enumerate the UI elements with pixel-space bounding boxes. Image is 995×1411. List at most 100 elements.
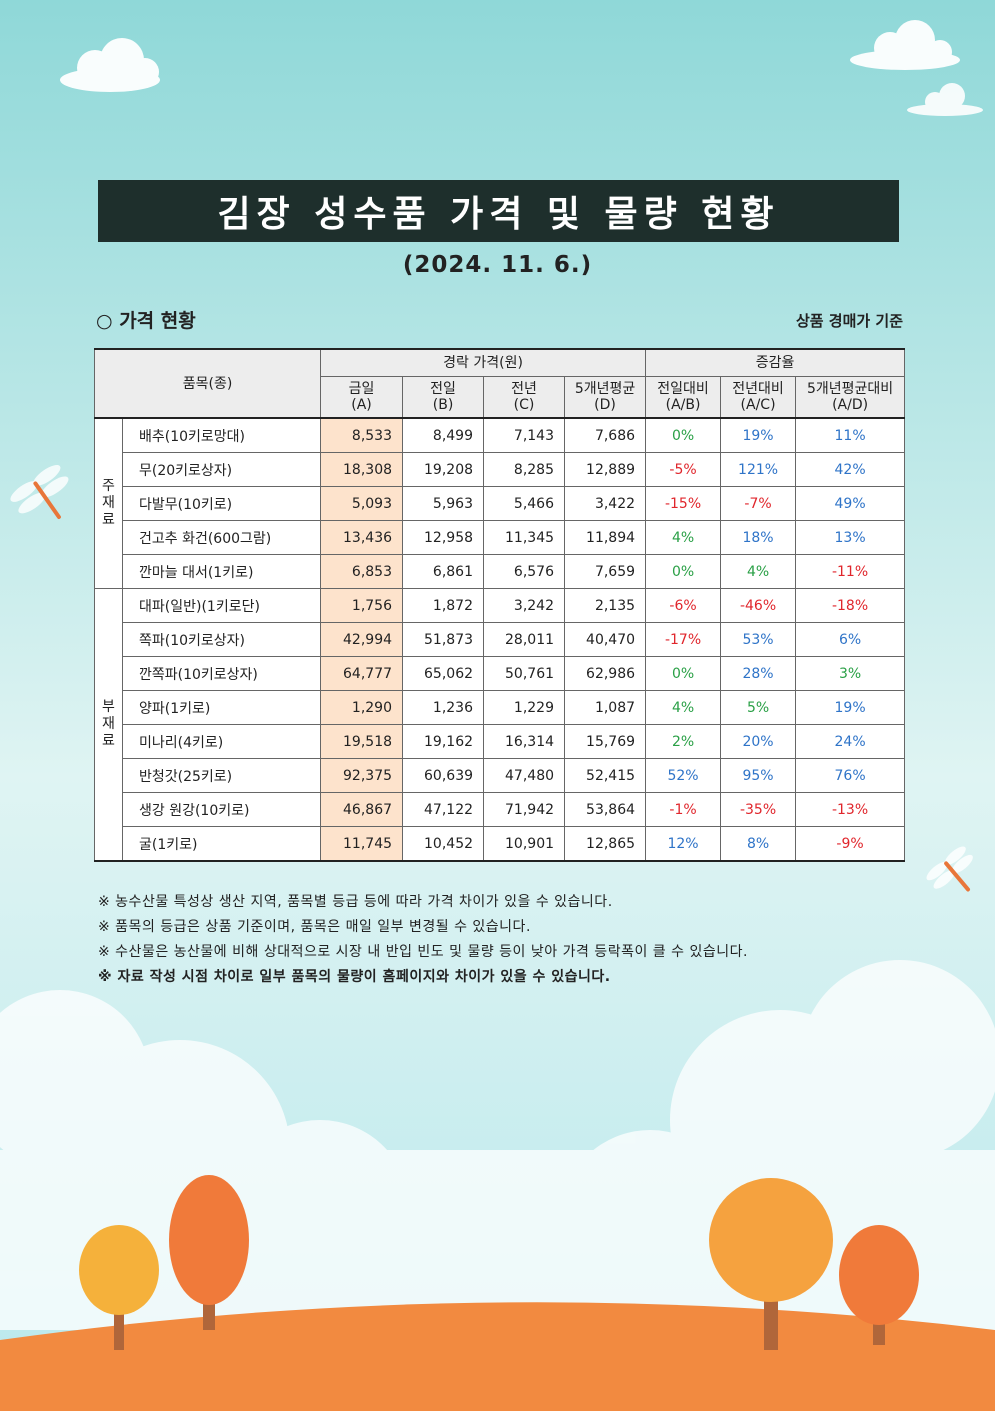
table-body: 주 재 료 배추(10키로망대) 8,533 8,499 7,143 7,686 0% 19%… [94, 417, 906, 862]
note-line: ※ 수산물은 농산물에 비해 상대적으로 시장 내 반입 빈도 및 물량 등이 … [98, 944, 748, 960]
rate-vs-day: -6% [645, 588, 722, 623]
table-row: 부 재 료 대파(일반)(1키로단) 1,756 1,872 3,242 2,135 -6%… [94, 588, 906, 862]
table-row: 건고추 화건(600그람) 13,436 12,958 11,345 11,894 4% 1… [95, 520, 906, 555]
rate-vs-avg5: -9% [795, 826, 906, 862]
header-today: 금일 (A) [320, 376, 404, 419]
rate-vs-year: 8% [720, 826, 797, 862]
cloud-icon [60, 38, 160, 92]
price-today: 1,290 [320, 690, 404, 725]
table-row: 굴(1키로) 11,745 10,452 10,901 12,865 12% 8% -9% [95, 826, 906, 862]
rate-vs-day: 4% [645, 520, 722, 555]
rate-vs-avg5: 19% [795, 690, 906, 725]
table-row: 반청갓(25키로) 92,375 60,639 47,480 52,415 52% 95% 7… [95, 758, 906, 793]
item-name: 쪽파(10키로상자) [121, 622, 322, 657]
price-today: 42,994 [320, 622, 404, 657]
rate-vs-avg5: 24% [795, 724, 906, 759]
price-prev-year: 28,011 [483, 622, 566, 657]
table-row: 미나리(4키로) 19,518 19,162 16,314 15,769 2% 20% 24% [95, 724, 906, 759]
price-prev-day: 5,963 [402, 486, 485, 521]
price-basis: 상품 경매가 기준 [795, 312, 903, 330]
cloud-icon [907, 83, 983, 116]
rate-vs-day: 4% [645, 690, 722, 725]
group-label: 부 재 료 [94, 588, 123, 862]
rate-vs-day: 12% [645, 826, 722, 862]
price-prev-year: 8,285 [483, 452, 566, 487]
price-prev-day: 1,236 [402, 690, 485, 725]
rate-vs-year: 19% [720, 417, 797, 453]
rate-vs-year: 20% [720, 724, 797, 759]
rate-vs-day: 2% [645, 724, 722, 759]
price-prev-year: 10,901 [483, 826, 566, 862]
rate-vs-year: 121% [720, 452, 797, 487]
price-avg5: 12,865 [564, 826, 647, 862]
note-line: ※ 농수산물 특성상 생산 지역, 품목별 등급 등에 따라 가격 차이가 있을… [98, 894, 613, 910]
item-name: 미나리(4키로) [121, 724, 322, 759]
price-prev-day: 60,639 [402, 758, 485, 793]
price-today: 8,533 [320, 417, 404, 453]
price-today: 6,853 [320, 554, 404, 589]
price-prev-year: 50,761 [483, 656, 566, 691]
price-today: 5,093 [320, 486, 404, 521]
rate-vs-avg5: 3% [795, 656, 906, 691]
price-today: 64,777 [320, 656, 404, 691]
item-name: 양파(1키로) [121, 690, 322, 725]
price-prev-day: 10,452 [402, 826, 485, 862]
price-today: 92,375 [320, 758, 404, 793]
item-name: 깐쪽파(10키로상자) [121, 656, 322, 691]
header-vs-year: 전년대비 (A/C) [720, 376, 797, 419]
price-prev-year: 71,942 [483, 792, 566, 827]
price-prev-day: 51,873 [402, 622, 485, 657]
price-today: 18,308 [320, 452, 404, 487]
header-avg5: 5개년평균 (D) [564, 376, 647, 419]
rate-vs-day: 0% [645, 554, 722, 589]
table-row: 무(20키로상자) 18,308 19,208 8,285 12,889 -5% 121% 4… [95, 452, 906, 487]
dragonfly-icon [926, 846, 973, 892]
rate-vs-avg5: 42% [795, 452, 906, 487]
price-prev-year: 7,143 [483, 417, 566, 453]
rate-vs-year: -7% [720, 486, 797, 521]
price-avg5: 7,659 [564, 554, 647, 589]
table-row: 주 재 료 배추(10키로망대) 8,533 8,499 7,143 7,686 0% 19%… [94, 417, 906, 589]
rate-vs-day: 52% [645, 758, 722, 793]
tree-icon [169, 1175, 249, 1330]
price-today: 11,745 [320, 826, 404, 862]
rate-vs-day: -1% [645, 792, 722, 827]
price-avg5: 11,894 [564, 520, 647, 555]
item-name: 깐마늘 대서(1키로) [121, 554, 322, 589]
price-avg5: 12,889 [564, 452, 647, 487]
price-prev-year: 5,466 [483, 486, 566, 521]
item-name: 생강 원강(10키로) [121, 792, 322, 827]
price-avg5: 62,986 [564, 656, 647, 691]
page-title: 김장 성수품 가격 및 물량 현황 [217, 194, 780, 235]
rate-vs-day: -17% [645, 622, 722, 657]
header-rate-group: 증감율 [645, 348, 906, 377]
title-bar: 김장 성수품 가격 및 물량 현황 [98, 180, 899, 242]
price-avg5: 2,135 [564, 588, 647, 623]
item-name: 무(20키로상자) [121, 452, 322, 487]
price-prev-year: 16,314 [483, 724, 566, 759]
rate-vs-avg5: -13% [795, 792, 906, 827]
rate-vs-avg5: 13% [795, 520, 906, 555]
header-prev-day: 전일 (B) [402, 376, 485, 419]
rate-vs-year: -35% [720, 792, 797, 827]
note-line: ※ 품목의 등급은 상품 기준이며, 품목은 매일 일부 변경될 수 있습니다. [98, 919, 531, 935]
rate-vs-day: -15% [645, 486, 722, 521]
tree-icon [79, 1225, 159, 1350]
price-avg5: 40,470 [564, 622, 647, 657]
header-item: 품목(종) [93, 348, 322, 419]
section-title: ○ 가격 현황 [96, 310, 196, 332]
price-prev-day: 1,872 [402, 588, 485, 623]
price-prev-year: 3,242 [483, 588, 566, 623]
price-avg5: 15,769 [564, 724, 647, 759]
report-date: (2024. 11. 6.) [402, 252, 593, 278]
price-prev-day: 12,958 [402, 520, 485, 555]
item-name: 배추(10키로망대) [121, 417, 322, 453]
price-avg5: 7,686 [564, 417, 647, 453]
price-avg5: 53,864 [564, 792, 647, 827]
price-today: 1,756 [320, 588, 404, 623]
rate-vs-avg5: 76% [795, 758, 906, 793]
price-today: 13,436 [320, 520, 404, 555]
rate-vs-year: 4% [720, 554, 797, 589]
tree-icon [709, 1178, 833, 1350]
rate-vs-day: 0% [645, 417, 722, 453]
